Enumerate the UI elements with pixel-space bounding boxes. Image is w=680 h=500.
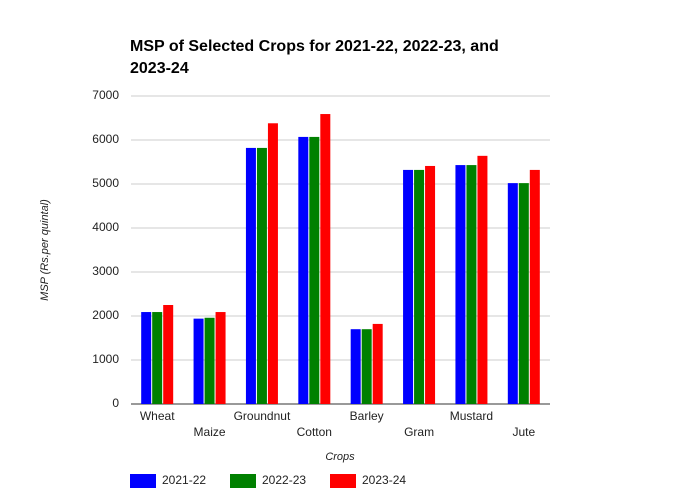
bar (403, 169, 414, 404)
y-tick-label: 6000 (92, 132, 119, 146)
x-tick-label: Groundnut (234, 409, 291, 423)
legend-label: 2023-24 (362, 473, 406, 487)
y-tick-label: 4000 (92, 220, 119, 234)
x-tick-label: Wheat (140, 409, 175, 423)
bar (204, 317, 215, 404)
legend-label: 2022-23 (262, 473, 306, 487)
bar (152, 312, 163, 404)
bar (245, 147, 256, 405)
y-axis-label: MSP (Rs.per quintal) (39, 199, 51, 301)
bar (529, 169, 540, 404)
bar (256, 147, 267, 405)
x-tick-label: Barley (350, 409, 384, 423)
y-tick-label: 0 (112, 396, 119, 410)
bar (414, 169, 425, 404)
y-tick-label: 1000 (92, 352, 119, 366)
x-tick-label: Jute (512, 425, 535, 439)
legend-label: 2021-22 (162, 473, 206, 487)
y-tick-label: 3000 (92, 264, 119, 278)
bar (350, 329, 361, 404)
legend-swatch (130, 474, 156, 488)
bar (477, 155, 488, 404)
legend-swatch (230, 474, 256, 488)
x-tick-label: Gram (404, 425, 434, 439)
legend-swatch (330, 474, 356, 488)
x-tick-label: Maize (194, 425, 226, 439)
bar (267, 123, 278, 404)
bar (455, 165, 466, 404)
x-tick-label: Cotton (297, 425, 332, 439)
x-axis-label: Crops (325, 451, 355, 463)
bar (361, 329, 372, 404)
x-tick-label: Mustard (450, 409, 493, 423)
bar (215, 312, 226, 404)
bar (163, 305, 174, 404)
bar (141, 312, 152, 404)
bar (518, 183, 529, 404)
chart-title: MSP of Selected Crops for 2021-22, 2022-… (130, 38, 499, 77)
y-tick-label: 5000 (92, 176, 119, 190)
bar (320, 114, 331, 404)
bar (507, 183, 518, 404)
bar (372, 323, 383, 404)
bar (425, 165, 436, 404)
bar (193, 318, 204, 404)
y-tick-label: 7000 (92, 88, 119, 102)
bar (309, 136, 320, 405)
y-tick-label: 2000 (92, 308, 119, 322)
bar (298, 136, 309, 405)
bar (466, 165, 477, 404)
